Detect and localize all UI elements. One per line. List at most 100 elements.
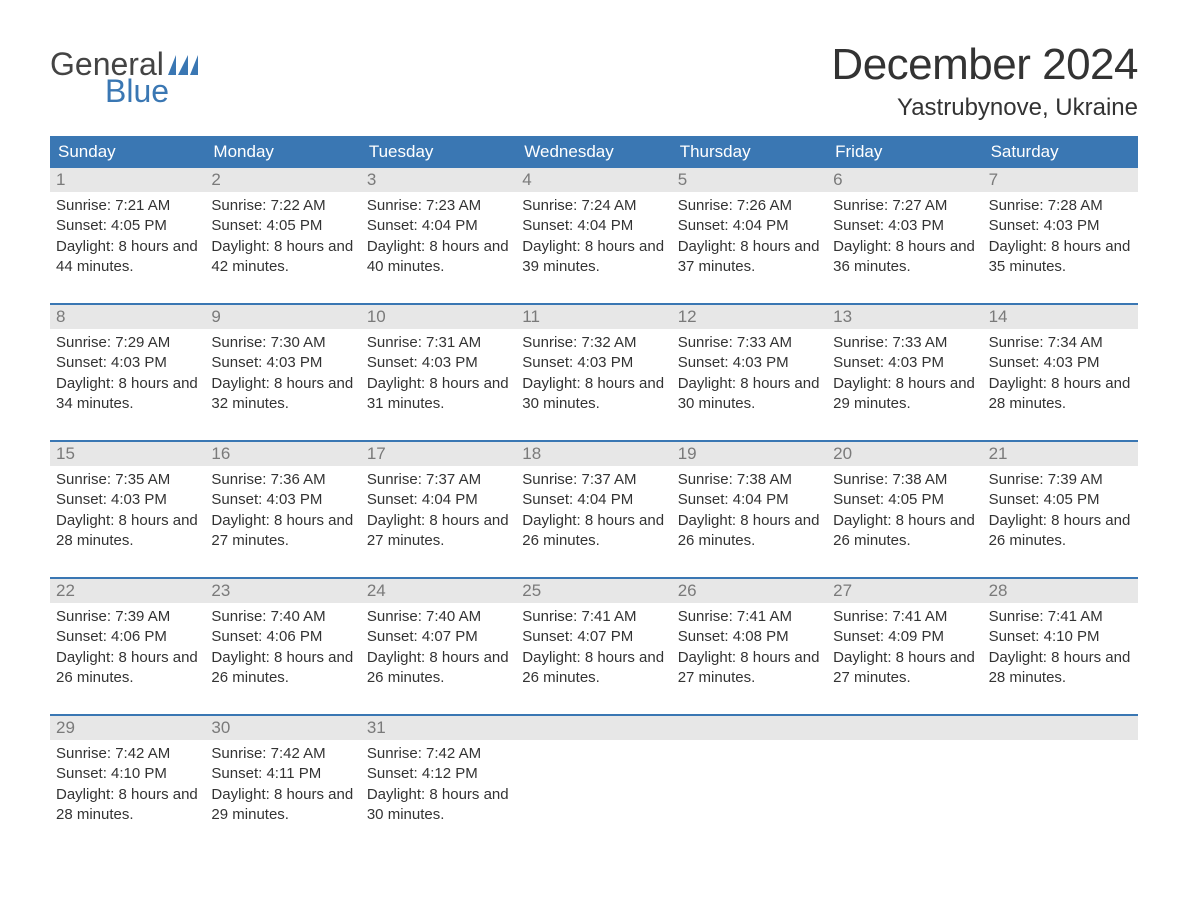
day-number: 22 bbox=[50, 579, 205, 603]
sunrise-line: Sunrise: 7:42 AM bbox=[367, 744, 510, 764]
sunrise-label: Sunrise: bbox=[56, 745, 115, 762]
daylight-label: Daylight: bbox=[56, 238, 119, 255]
sunrise-value: 7:39 AM bbox=[115, 608, 170, 625]
calendar-day-cell: 11Sunrise: 7:32 AMSunset: 4:03 PMDayligh… bbox=[516, 305, 671, 424]
day-number: 6 bbox=[827, 168, 982, 192]
sunset-label: Sunset: bbox=[678, 491, 733, 508]
sunset-label: Sunset: bbox=[989, 217, 1044, 234]
calendar-day-cell: 7Sunrise: 7:28 AMSunset: 4:03 PMDaylight… bbox=[983, 168, 1138, 287]
daylight-line: Daylight: 8 hours and 27 minutes. bbox=[833, 648, 976, 689]
sunset-line: Sunset: 4:04 PM bbox=[678, 216, 821, 236]
header: General Blue December 2024 Yastrubynove,… bbox=[50, 40, 1138, 122]
daylight-line: Daylight: 8 hours and 27 minutes. bbox=[367, 511, 510, 552]
daylight-label: Daylight: bbox=[522, 649, 585, 666]
sunrise-line: Sunrise: 7:38 AM bbox=[678, 470, 821, 490]
day-body-empty bbox=[672, 740, 827, 754]
daylight-line: Daylight: 8 hours and 28 minutes. bbox=[56, 511, 199, 552]
weekday-header: Thursday bbox=[672, 136, 827, 168]
calendar-day-cell: 5Sunrise: 7:26 AMSunset: 4:04 PMDaylight… bbox=[672, 168, 827, 287]
sunrise-label: Sunrise: bbox=[522, 197, 581, 214]
sunrise-label: Sunrise: bbox=[211, 334, 270, 351]
day-number: 8 bbox=[50, 305, 205, 329]
daylight-line: Daylight: 8 hours and 26 minutes. bbox=[989, 511, 1132, 552]
sunrise-label: Sunrise: bbox=[678, 334, 737, 351]
sunrise-label: Sunrise: bbox=[833, 197, 892, 214]
sunset-label: Sunset: bbox=[56, 765, 111, 782]
sunrise-label: Sunrise: bbox=[833, 608, 892, 625]
sunset-label: Sunset: bbox=[367, 765, 422, 782]
daylight-label: Daylight: bbox=[367, 238, 430, 255]
calendar-day-cell: 2Sunrise: 7:22 AMSunset: 4:05 PMDaylight… bbox=[205, 168, 360, 287]
sunset-label: Sunset: bbox=[522, 354, 577, 371]
sunrise-line: Sunrise: 7:42 AM bbox=[56, 744, 199, 764]
day-body: Sunrise: 7:23 AMSunset: 4:04 PMDaylight:… bbox=[361, 192, 516, 287]
calendar-day-cell bbox=[516, 716, 671, 835]
sunrise-label: Sunrise: bbox=[367, 197, 426, 214]
sunset-value: 4:11 PM bbox=[266, 765, 321, 782]
sunset-label: Sunset: bbox=[833, 354, 888, 371]
day-body-empty bbox=[516, 740, 671, 754]
sunrise-line: Sunrise: 7:42 AM bbox=[211, 744, 354, 764]
sunrise-line: Sunrise: 7:21 AM bbox=[56, 196, 199, 216]
sunset-label: Sunset: bbox=[989, 491, 1044, 508]
day-body: Sunrise: 7:21 AMSunset: 4:05 PM Daylight:… bbox=[50, 192, 205, 287]
sunrise-label: Sunrise: bbox=[211, 608, 270, 625]
sunrise-line: Sunrise: 7:41 AM bbox=[522, 607, 665, 627]
sunset-label: Sunset: bbox=[522, 217, 577, 234]
sunrise-value: 7:41 AM bbox=[581, 608, 636, 625]
sunset-value: 4:04 PM bbox=[422, 217, 478, 234]
sunset-label: Sunset: bbox=[989, 628, 1044, 645]
sunrise-label: Sunrise: bbox=[678, 471, 737, 488]
sunset-value: 4:04 PM bbox=[733, 491, 789, 508]
sunset-line: Sunset: 4:03 PM bbox=[367, 353, 510, 373]
day-body: Sunrise: 7:33 AMSunset: 4:03 PMDaylight:… bbox=[827, 329, 982, 424]
daylight-line: Daylight: 8 hours and 37 minutes. bbox=[678, 237, 821, 278]
sunrise-label: Sunrise: bbox=[989, 471, 1048, 488]
sunset-value: 4:03 PM bbox=[422, 354, 478, 371]
daylight-line: Daylight: 8 hours and 40 minutes. bbox=[367, 237, 510, 278]
sunrise-line: Sunrise: 7:22 AM bbox=[211, 196, 354, 216]
sunset-label: Sunset: bbox=[522, 491, 577, 508]
sunrise-line: Sunrise: 7:39 AM bbox=[989, 470, 1132, 490]
day-body: Sunrise: 7:41 AMSunset: 4:09 PMDaylight:… bbox=[827, 603, 982, 698]
sunrise-value: 7:29 AM bbox=[115, 334, 170, 351]
sunset-label: Sunset: bbox=[56, 491, 111, 508]
sunset-value: 4:08 PM bbox=[733, 628, 789, 645]
sunset-line: Sunset: 4:05 PM bbox=[56, 216, 199, 236]
sunset-label: Sunset: bbox=[522, 628, 577, 645]
sunrise-line: Sunrise: 7:40 AM bbox=[367, 607, 510, 627]
sunset-label: Sunset: bbox=[989, 354, 1044, 371]
day-body: Sunrise: 7:27 AMSunset: 4:03 PMDaylight:… bbox=[827, 192, 982, 287]
sunset-value: 4:03 PM bbox=[888, 217, 944, 234]
daylight-line: Daylight: 8 hours and 29 minutes. bbox=[211, 785, 354, 826]
sunrise-value: 7:36 AM bbox=[271, 471, 326, 488]
sunrise-value: 7:21 AM bbox=[115, 197, 170, 214]
sunset-line: Sunset: 4:08 PM bbox=[678, 627, 821, 647]
calendar-day-cell: 13Sunrise: 7:33 AMSunset: 4:03 PMDayligh… bbox=[827, 305, 982, 424]
weekday-header: Saturday bbox=[983, 136, 1138, 168]
sunset-value: 4:03 PM bbox=[733, 354, 789, 371]
daylight-line: Daylight: 8 hours and 28 minutes. bbox=[989, 648, 1132, 689]
daylight-line: Daylight: 8 hours and 26 minutes. bbox=[522, 648, 665, 689]
day-number: 26 bbox=[672, 579, 827, 603]
day-number: 11 bbox=[516, 305, 671, 329]
sunset-line: Sunset: 4:04 PM bbox=[678, 490, 821, 510]
day-body-empty bbox=[983, 740, 1138, 754]
sunrise-label: Sunrise: bbox=[989, 608, 1048, 625]
day-number bbox=[827, 716, 982, 740]
sunrise-value: 7:42 AM bbox=[426, 745, 481, 762]
daylight-line: Daylight: 8 hours and 26 minutes. bbox=[522, 511, 665, 552]
sunset-line: Sunset: 4:10 PM bbox=[989, 627, 1132, 647]
calendar-day-cell: 3Sunrise: 7:23 AMSunset: 4:04 PMDaylight… bbox=[361, 168, 516, 287]
sunrise-label: Sunrise: bbox=[989, 197, 1048, 214]
sunset-value: 4:03 PM bbox=[111, 354, 167, 371]
day-number: 25 bbox=[516, 579, 671, 603]
sunrise-value: 7:40 AM bbox=[426, 608, 481, 625]
sunset-line: Sunset: 4:03 PM bbox=[211, 490, 354, 510]
sunset-line: Sunset: 4:04 PM bbox=[522, 216, 665, 236]
daylight-label: Daylight: bbox=[367, 649, 430, 666]
calendar-week-row: 22Sunrise: 7:39 AMSunset: 4:06 PMDayligh… bbox=[50, 577, 1138, 698]
sunrise-label: Sunrise: bbox=[367, 334, 426, 351]
day-body: Sunrise: 7:37 AMSunset: 4:04 PMDaylight:… bbox=[516, 466, 671, 561]
day-body: Sunrise: 7:38 AMSunset: 4:04 PMDaylight:… bbox=[672, 466, 827, 561]
